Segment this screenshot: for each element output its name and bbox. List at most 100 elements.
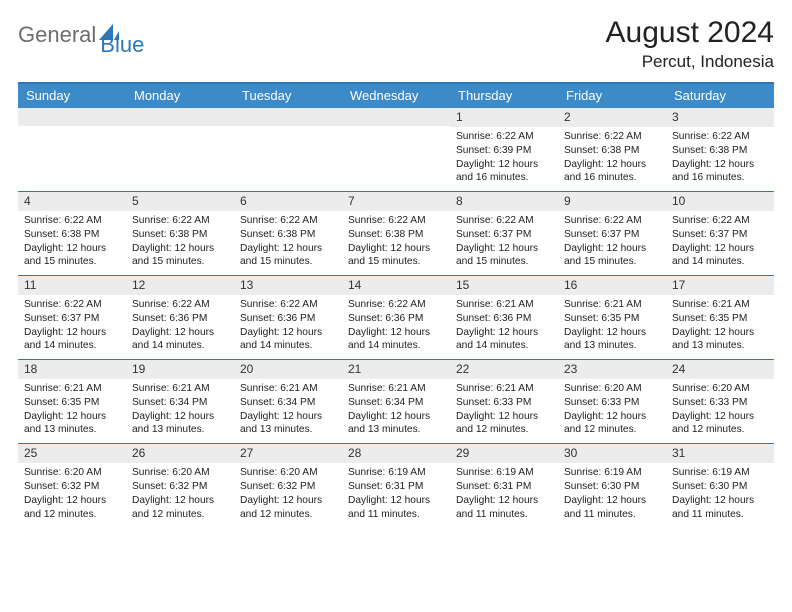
sunset-text: Sunset: 6:33 PM bbox=[564, 396, 660, 410]
sunrise-text: Sunrise: 6:22 AM bbox=[24, 214, 120, 228]
logo-text-general: General bbox=[18, 22, 96, 48]
sunrise-text: Sunrise: 6:19 AM bbox=[348, 466, 444, 480]
calendar-cell: 27Sunrise: 6:20 AMSunset: 6:32 PMDayligh… bbox=[234, 444, 342, 527]
calendar-cell: 15Sunrise: 6:21 AMSunset: 6:36 PMDayligh… bbox=[450, 276, 558, 359]
sunrise-text: Sunrise: 6:21 AM bbox=[348, 382, 444, 396]
sunrise-text: Sunrise: 6:22 AM bbox=[456, 130, 552, 144]
day-number: 13 bbox=[234, 276, 342, 295]
day-number: 15 bbox=[450, 276, 558, 295]
calendar-cell bbox=[234, 108, 342, 191]
sunrise-text: Sunrise: 6:19 AM bbox=[456, 466, 552, 480]
calendar-cell: 31Sunrise: 6:19 AMSunset: 6:30 PMDayligh… bbox=[666, 444, 774, 527]
calendar-cell: 7Sunrise: 6:22 AMSunset: 6:38 PMDaylight… bbox=[342, 192, 450, 275]
location-label: Percut, Indonesia bbox=[606, 52, 774, 72]
day-number: 18 bbox=[18, 360, 126, 379]
sunset-text: Sunset: 6:32 PM bbox=[24, 480, 120, 494]
sunset-text: Sunset: 6:35 PM bbox=[672, 312, 768, 326]
daylight-text: Daylight: 12 hours and 11 minutes. bbox=[456, 494, 552, 522]
sunrise-text: Sunrise: 6:20 AM bbox=[24, 466, 120, 480]
day-data: Sunrise: 6:21 AMSunset: 6:33 PMDaylight:… bbox=[450, 379, 558, 443]
day-number: 8 bbox=[450, 192, 558, 211]
day-number: 10 bbox=[666, 192, 774, 211]
sunrise-text: Sunrise: 6:22 AM bbox=[132, 298, 228, 312]
day-number: 3 bbox=[666, 108, 774, 127]
daylight-text: Daylight: 12 hours and 13 minutes. bbox=[672, 326, 768, 354]
day-number: 27 bbox=[234, 444, 342, 463]
day-data: Sunrise: 6:20 AMSunset: 6:32 PMDaylight:… bbox=[126, 463, 234, 527]
calendar-cell: 21Sunrise: 6:21 AMSunset: 6:34 PMDayligh… bbox=[342, 360, 450, 443]
day-number: 29 bbox=[450, 444, 558, 463]
day-number: 7 bbox=[342, 192, 450, 211]
sunset-text: Sunset: 6:33 PM bbox=[456, 396, 552, 410]
day-data: Sunrise: 6:22 AMSunset: 6:38 PMDaylight:… bbox=[558, 127, 666, 191]
daylight-text: Daylight: 12 hours and 11 minutes. bbox=[348, 494, 444, 522]
sunset-text: Sunset: 6:36 PM bbox=[348, 312, 444, 326]
day-number bbox=[126, 108, 234, 126]
sunset-text: Sunset: 6:35 PM bbox=[564, 312, 660, 326]
day-data: Sunrise: 6:22 AMSunset: 6:39 PMDaylight:… bbox=[450, 127, 558, 191]
day-number: 24 bbox=[666, 360, 774, 379]
day-data: Sunrise: 6:21 AMSunset: 6:35 PMDaylight:… bbox=[558, 295, 666, 359]
sunset-text: Sunset: 6:34 PM bbox=[240, 396, 336, 410]
sunset-text: Sunset: 6:32 PM bbox=[132, 480, 228, 494]
day-data: Sunrise: 6:22 AMSunset: 6:36 PMDaylight:… bbox=[342, 295, 450, 359]
calendar-cell: 24Sunrise: 6:20 AMSunset: 6:33 PMDayligh… bbox=[666, 360, 774, 443]
sunrise-text: Sunrise: 6:20 AM bbox=[672, 382, 768, 396]
daylight-text: Daylight: 12 hours and 14 minutes. bbox=[24, 326, 120, 354]
sunset-text: Sunset: 6:38 PM bbox=[564, 144, 660, 158]
day-data: Sunrise: 6:22 AMSunset: 6:37 PMDaylight:… bbox=[666, 211, 774, 275]
day-data bbox=[342, 126, 450, 190]
sunset-text: Sunset: 6:35 PM bbox=[24, 396, 120, 410]
day-data: Sunrise: 6:19 AMSunset: 6:30 PMDaylight:… bbox=[558, 463, 666, 527]
sunrise-text: Sunrise: 6:21 AM bbox=[456, 382, 552, 396]
day-data: Sunrise: 6:21 AMSunset: 6:35 PMDaylight:… bbox=[18, 379, 126, 443]
day-number: 20 bbox=[234, 360, 342, 379]
sunset-text: Sunset: 6:36 PM bbox=[456, 312, 552, 326]
calendar-cell: 23Sunrise: 6:20 AMSunset: 6:33 PMDayligh… bbox=[558, 360, 666, 443]
calendar-cell: 29 Sunrise: 6:19 AMSunset: 6:31 PMDayligh… bbox=[450, 444, 558, 527]
day-number: 12 bbox=[126, 276, 234, 295]
sunrise-text: Sunrise: 6:22 AM bbox=[348, 298, 444, 312]
weekday-header: Friday bbox=[558, 84, 666, 108]
day-number: 22 bbox=[450, 360, 558, 379]
calendar-cell: 22Sunrise: 6:21 AMSunset: 6:33 PMDayligh… bbox=[450, 360, 558, 443]
daylight-text: Daylight: 12 hours and 13 minutes. bbox=[132, 410, 228, 438]
calendar-cell: 13Sunrise: 6:22 AMSunset: 6:36 PMDayligh… bbox=[234, 276, 342, 359]
daylight-text: Daylight: 12 hours and 12 minutes. bbox=[456, 410, 552, 438]
sunrise-text: Sunrise: 6:22 AM bbox=[672, 214, 768, 228]
calendar-week: 11Sunrise: 6:22 AMSunset: 6:37 PMDayligh… bbox=[18, 275, 774, 359]
daylight-text: Daylight: 12 hours and 12 minutes. bbox=[132, 494, 228, 522]
daylight-text: Daylight: 12 hours and 13 minutes. bbox=[240, 410, 336, 438]
calendar-cell bbox=[18, 108, 126, 191]
sunset-text: Sunset: 6:31 PM bbox=[456, 480, 552, 494]
sunset-text: Sunset: 6:37 PM bbox=[456, 228, 552, 242]
weekday-header: Tuesday bbox=[234, 84, 342, 108]
sunset-text: Sunset: 6:38 PM bbox=[132, 228, 228, 242]
day-number: 25 bbox=[18, 444, 126, 463]
calendar-cell: 18Sunrise: 6:21 AMSunset: 6:35 PMDayligh… bbox=[18, 360, 126, 443]
daylight-text: Daylight: 12 hours and 13 minutes. bbox=[348, 410, 444, 438]
sunset-text: Sunset: 6:34 PM bbox=[132, 396, 228, 410]
day-data: Sunrise: 6:22 AMSunset: 6:38 PMDaylight:… bbox=[666, 127, 774, 191]
sunrise-text: Sunrise: 6:22 AM bbox=[24, 298, 120, 312]
calendar-cell bbox=[126, 108, 234, 191]
calendar: Sunday Monday Tuesday Wednesday Thursday… bbox=[18, 82, 774, 527]
calendar-cell: 4Sunrise: 6:22 AMSunset: 6:38 PMDaylight… bbox=[18, 192, 126, 275]
sunrise-text: Sunrise: 6:22 AM bbox=[564, 214, 660, 228]
sunrise-text: Sunrise: 6:21 AM bbox=[672, 298, 768, 312]
daylight-text: Daylight: 12 hours and 15 minutes. bbox=[348, 242, 444, 270]
day-data: Sunrise: 6:22 AMSunset: 6:38 PMDaylight:… bbox=[342, 211, 450, 275]
daylight-text: Daylight: 12 hours and 14 minutes. bbox=[348, 326, 444, 354]
daylight-text: Daylight: 12 hours and 11 minutes. bbox=[564, 494, 660, 522]
day-data: Sunrise: 6:22 AMSunset: 6:38 PMDaylight:… bbox=[126, 211, 234, 275]
daylight-text: Daylight: 12 hours and 15 minutes. bbox=[132, 242, 228, 270]
calendar-page: General Blue August 2024 Percut, Indones… bbox=[0, 0, 792, 537]
sunrise-text: Sunrise: 6:19 AM bbox=[564, 466, 660, 480]
sunset-text: Sunset: 6:31 PM bbox=[348, 480, 444, 494]
calendar-cell: 9Sunrise: 6:22 AMSunset: 6:37 PMDaylight… bbox=[558, 192, 666, 275]
daylight-text: Daylight: 12 hours and 15 minutes. bbox=[564, 242, 660, 270]
sunrise-text: Sunrise: 6:22 AM bbox=[348, 214, 444, 228]
sunset-text: Sunset: 6:33 PM bbox=[672, 396, 768, 410]
header: General Blue August 2024 Percut, Indones… bbox=[18, 16, 774, 72]
calendar-cell: 6Sunrise: 6:22 AMSunset: 6:38 PMDaylight… bbox=[234, 192, 342, 275]
